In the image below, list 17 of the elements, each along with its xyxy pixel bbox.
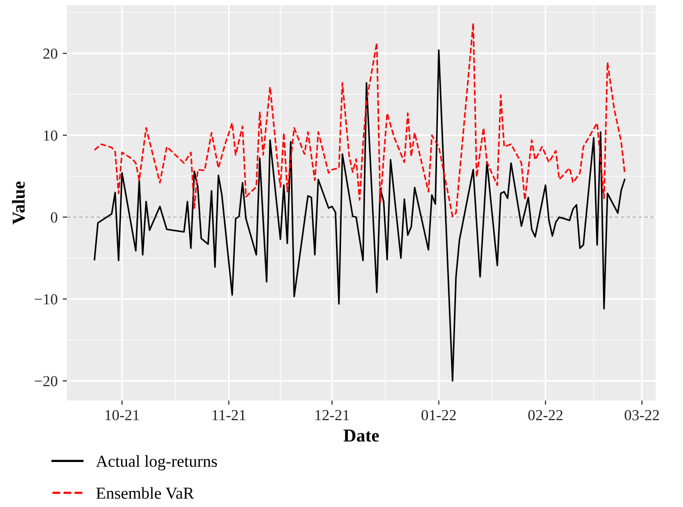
x-tick-label: 10-21 [106,410,139,420]
line-series [94,22,626,218]
y-tick-label: −10 [34,294,58,304]
legend-label: Ensemble VaR [96,487,194,499]
x-tick-label: 01-22 [422,410,456,420]
y-tick-label: −20 [34,376,58,386]
y-tick-label: 0 [50,212,58,223]
y-tick-label: 20 [43,48,58,59]
line-series [94,49,626,382]
x-tick-label: 12-21 [316,410,349,420]
y-tick-label: 10 [44,130,58,141]
x-tick-label: 02-22 [528,410,562,420]
x-axis-title: Date [344,430,379,442]
x-tick-label: 11-21 [212,410,246,420]
x-tick-label: 03-22 [624,410,659,420]
legend-label: Actual log-returns [96,455,217,470]
y-axis-title: Value [12,182,25,224]
